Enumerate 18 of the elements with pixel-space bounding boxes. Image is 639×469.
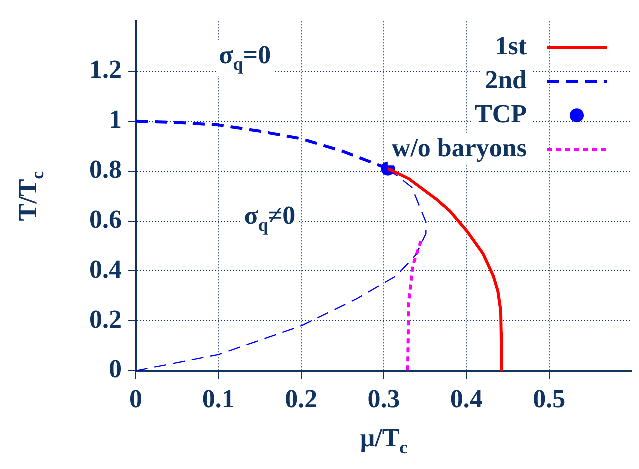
legend-label: w/o baryons (392, 133, 527, 162)
legend-label: 1st (495, 31, 528, 60)
x-tick-label: 0.5 (533, 384, 566, 414)
x-tick-label: 0.3 (368, 384, 400, 414)
legend-label: TCP (475, 99, 528, 128)
x-tick-label: 0.4 (450, 384, 483, 414)
y-tick-label: 1.2 (90, 55, 122, 84)
y-axis-title: T/Tc (14, 171, 48, 222)
x-tick-label: 0.2 (285, 384, 318, 414)
y-tick-label: 0.4 (90, 254, 122, 284)
y-tick-label: 1 (109, 105, 122, 134)
x-tick-label: 0.1 (202, 384, 235, 414)
legend-label: 2nd (485, 65, 528, 94)
x-tick-label: 0 (130, 384, 142, 414)
y-tick-label: 0.6 (90, 204, 122, 234)
y-tick-label: 0.8 (90, 155, 122, 184)
y-tick-label: 0 (109, 354, 122, 384)
y-tick-label: 0.2 (90, 304, 122, 334)
